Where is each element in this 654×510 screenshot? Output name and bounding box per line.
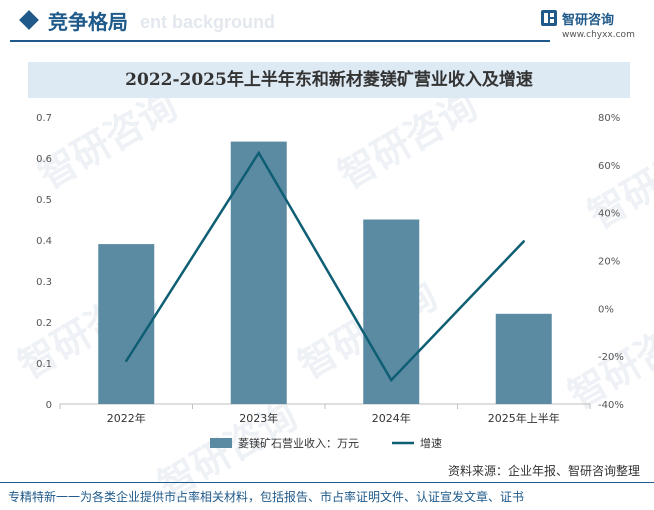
bar bbox=[495, 313, 552, 404]
y-left-tick-label: 0 bbox=[46, 400, 52, 411]
legend-label-bar: 菱镁矿石营业收入：万元 bbox=[238, 436, 359, 450]
growth-point bbox=[257, 151, 260, 155]
page-header: ent background 竞争格局 智研咨询 www.chyxx.com bbox=[0, 0, 654, 44]
growth-line bbox=[125, 150, 525, 383]
y-right-tick-label: 20% bbox=[598, 257, 620, 268]
legend-swatch-bar bbox=[210, 438, 232, 448]
bar bbox=[98, 244, 155, 404]
x-tick-label: 2022年 bbox=[107, 411, 146, 425]
y-right-tick-label: 40% bbox=[598, 209, 620, 220]
diamond-icon bbox=[19, 10, 39, 30]
x-tick-label: 2024年 bbox=[372, 411, 411, 425]
footer-divider bbox=[0, 482, 654, 483]
bar bbox=[230, 141, 287, 404]
growth-point bbox=[522, 240, 525, 243]
brand-logo-icon bbox=[541, 10, 557, 26]
y-left-tick-label: 0.5 bbox=[36, 195, 52, 206]
footer-tagline: 专精特新一一为各类企业提供市占率相关材料，包括报告、市占率证明文件、认证宣发文章… bbox=[8, 490, 525, 504]
y-left-tick-label: 0.4 bbox=[36, 236, 52, 247]
x-tick-label: 2023年 bbox=[239, 411, 278, 425]
chart-title: 2022-2025年上半年东和新材菱镁矿营业收入及增速 bbox=[125, 70, 533, 90]
brand-url: www.chyxx.com bbox=[562, 30, 635, 40]
legend-label-line: 增速 bbox=[420, 436, 442, 450]
section-title: 竞争格局 bbox=[48, 10, 128, 34]
growth-point bbox=[125, 359, 128, 363]
y-right-tick-label: 80% bbox=[598, 113, 620, 124]
source-note: 资料来源：企业年报、智研咨询整理 bbox=[447, 464, 640, 478]
brand: 智研咨询 www.chyxx.com bbox=[540, 8, 640, 42]
y-left-tick-label: 0.2 bbox=[36, 318, 52, 329]
bar bbox=[363, 219, 420, 404]
y-left-tick-label: 0.6 bbox=[36, 154, 52, 165]
growth-point bbox=[390, 378, 393, 382]
y-right-tick-label: 0% bbox=[598, 304, 614, 315]
y-left-tick-label: 0.7 bbox=[36, 113, 52, 124]
header-divider bbox=[10, 40, 550, 42]
y-right-tick-label: 60% bbox=[598, 161, 620, 172]
header-ghost-text: ent background bbox=[140, 12, 276, 32]
y-right-tick-label: -40% bbox=[598, 400, 624, 411]
y-right-tick-label: -20% bbox=[598, 352, 624, 363]
y-left-tick-label: 0.3 bbox=[36, 277, 52, 288]
chart: 0 0.1 0.2 0.3 0.4 0.5 0.6 0.7 -40% -20% 0% 20% 40% 60… bbox=[36, 113, 624, 450]
chart-title-band: 2022-2025年上半年东和新材菱镁矿营业收入及增速 bbox=[28, 62, 630, 98]
x-tick-label: 2025年上半年 bbox=[488, 411, 560, 425]
brand-name: 智研咨询 bbox=[562, 13, 615, 28]
y-left-tick-label: 0.1 bbox=[36, 359, 52, 370]
